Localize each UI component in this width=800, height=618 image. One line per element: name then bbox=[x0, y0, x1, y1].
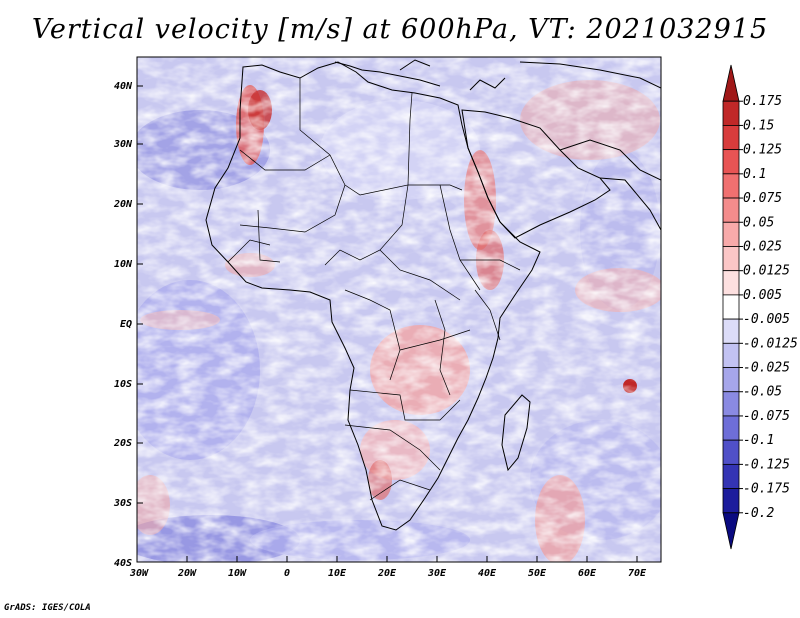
colorbar-label: -0.125 bbox=[743, 457, 790, 472]
colorbar-label: 0.005 bbox=[743, 288, 782, 303]
lon-label: 20W bbox=[177, 568, 197, 579]
colorbar-label: -0.1 bbox=[743, 433, 774, 448]
lat-label: 10N bbox=[114, 259, 133, 270]
colorbar-label: -0.005 bbox=[743, 312, 790, 327]
lon-label: 60E bbox=[578, 568, 597, 579]
lat-label: 20S bbox=[113, 438, 132, 449]
lat-label: 40S bbox=[114, 558, 132, 569]
colorbar-swatch bbox=[722, 294, 740, 320]
colorbar-label: 0.175 bbox=[743, 94, 782, 109]
colorbar-swatch bbox=[722, 391, 740, 417]
colorbar-swatch bbox=[722, 463, 740, 489]
map-ticks bbox=[137, 85, 638, 562]
colorbar-label: 0.05 bbox=[743, 215, 774, 230]
colorbar: 0.175 0.15 0.125 0.1 0.075 0.05 0.025 0.0125 0.0… bbox=[722, 64, 798, 550]
velocity-noise-texture bbox=[137, 57, 661, 562]
colorbar-label: 0.025 bbox=[743, 239, 782, 254]
colorbar-label: 0.075 bbox=[743, 191, 782, 206]
colorbar-swatch bbox=[722, 197, 740, 223]
colorbar-swatch bbox=[722, 246, 740, 272]
colorbar-label: 0.125 bbox=[743, 143, 782, 158]
lon-label: 40E bbox=[478, 568, 497, 579]
lon-label: 70E bbox=[628, 568, 647, 579]
lat-label: 20N bbox=[113, 199, 133, 210]
colorbar-label: 0.1 bbox=[743, 167, 766, 182]
colorbar-label: -0.0125 bbox=[743, 336, 798, 351]
colorbar-swatch bbox=[722, 125, 740, 151]
colorbar-swatch bbox=[722, 342, 740, 368]
lon-label: 10W bbox=[228, 568, 247, 579]
colorbar-label: -0.2 bbox=[743, 506, 774, 521]
lat-label: 40N bbox=[114, 81, 133, 92]
coastlines bbox=[205, 59, 661, 531]
lon-label: 30W bbox=[129, 568, 149, 579]
lat-label: 10S bbox=[114, 379, 132, 390]
colorbar-swatch bbox=[722, 100, 740, 126]
country-borders bbox=[227, 78, 521, 501]
colorbar-swatch bbox=[722, 149, 740, 175]
lon-label: 0 bbox=[284, 568, 290, 579]
colorbar-label: 0.15 bbox=[743, 118, 774, 133]
map-frame bbox=[136, 56, 662, 563]
lon-label: 10E bbox=[328, 568, 347, 579]
lat-label: EQ bbox=[120, 319, 132, 330]
colorbar-swatch bbox=[722, 488, 740, 514]
lat-axis: 40N 30N 20N 10N EQ 10S 20S 30S 40S bbox=[113, 81, 133, 569]
colorbar-swatch bbox=[722, 318, 740, 344]
lon-label: 50E bbox=[528, 568, 547, 579]
colorbar-label: -0.075 bbox=[743, 409, 790, 424]
lon-label: 20E bbox=[377, 568, 397, 579]
colorbar-swatch bbox=[722, 221, 740, 247]
map-title: Vertical velocity [m/s] at 600hPa, VT: 2… bbox=[31, 14, 769, 45]
colorbar-swatch bbox=[722, 367, 740, 393]
colorbar-label: -0.175 bbox=[743, 482, 790, 497]
colorbar-swatch bbox=[722, 173, 740, 199]
colorbar-top-arrow bbox=[722, 64, 740, 102]
map-plot-area bbox=[137, 57, 661, 562]
colorbar-bottom-arrow bbox=[722, 512, 740, 550]
colorbar-label: -0.025 bbox=[743, 361, 790, 376]
lat-label: 30S bbox=[113, 498, 132, 509]
lon-axis: 30W 20W 10W 0 10E 20E 30E 40E 50E 60E 70… bbox=[129, 568, 647, 579]
lat-label: 30N bbox=[113, 139, 133, 150]
footer-credit: GrADS: IGES/COLA bbox=[4, 603, 91, 613]
colorbar-swatch bbox=[722, 270, 740, 296]
lon-label: 30E bbox=[427, 568, 447, 579]
colorbar-label: -0.05 bbox=[743, 385, 782, 400]
colorbar-swatch bbox=[722, 439, 740, 465]
colorbar-label: 0.0125 bbox=[743, 264, 790, 279]
colorbar-swatch bbox=[722, 415, 740, 441]
